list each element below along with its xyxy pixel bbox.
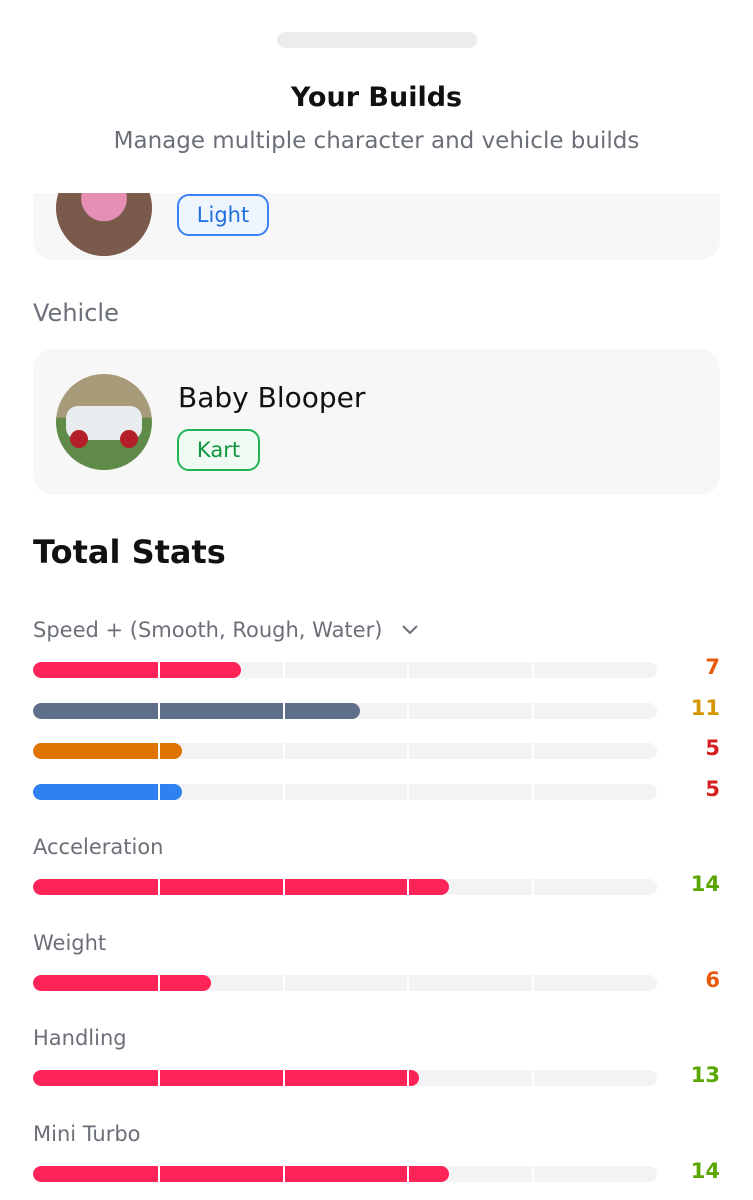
segment-divider [282, 743, 285, 759]
segment-divider [157, 974, 160, 991]
segment-divider [407, 743, 410, 759]
segment-divider [532, 702, 535, 719]
bar [33, 702, 360, 719]
stat-value: 13 [690, 1063, 720, 1087]
stats-title: Total Stats [33, 533, 226, 571]
bar [33, 974, 212, 991]
segment-divider [157, 662, 160, 678]
stat-label: Handling [33, 1026, 127, 1050]
segment-divider [157, 879, 160, 895]
stat-value: 5 [705, 736, 720, 760]
bar [33, 743, 182, 759]
stat-label: Mini Turbo [33, 1121, 141, 1146]
bar-track [33, 1165, 657, 1182]
bar-track [33, 783, 657, 800]
bar [33, 662, 241, 678]
segment-divider [532, 974, 535, 991]
bar-track [33, 974, 657, 991]
segment-divider [407, 662, 410, 678]
stat-value: 11 [690, 695, 720, 720]
class-tag: Kart [177, 429, 260, 471]
segment-divider [532, 1070, 535, 1086]
segment-divider [157, 702, 160, 719]
segment-divider [407, 1070, 410, 1086]
segment-divider [407, 1165, 410, 1182]
vehicle-card[interactable]: Baby Blooper Kart [33, 349, 720, 495]
segment-divider [532, 662, 535, 678]
bar-track [33, 879, 657, 895]
stat-label: Acceleration [33, 835, 164, 859]
stat-value: 14 [690, 1158, 720, 1183]
bar [33, 1070, 420, 1086]
segment-divider [407, 879, 410, 895]
segment-divider [282, 702, 285, 719]
stat-value: 7 [705, 655, 720, 679]
vehicle-name: Baby Blooper [178, 381, 366, 414]
bar [33, 1165, 449, 1182]
bar-track [33, 1070, 657, 1086]
title: Your Builds [290, 82, 463, 113]
segment-divider [532, 743, 535, 759]
stat-value: 6 [705, 967, 720, 992]
segment-divider [157, 1070, 160, 1086]
subtitle: Manage multiple character and vehicle bu… [113, 128, 640, 154]
bar-track [33, 662, 657, 678]
segment-divider [282, 974, 285, 991]
segment-divider [532, 1165, 535, 1182]
stat-label: Speed + (Smooth, Rough, Water) [33, 618, 420, 642]
header: Your Builds Manage multiple character an… [0, 0, 753, 193]
class-tag: Light [177, 194, 269, 236]
bar [33, 783, 182, 800]
wheel [120, 430, 138, 448]
segment-divider [282, 1070, 285, 1086]
stat-value: 14 [690, 872, 720, 896]
segment-divider [407, 702, 410, 719]
segment-divider [282, 1165, 285, 1182]
segment-divider [282, 783, 285, 800]
chevron[interactable] [400, 623, 420, 637]
vehicle-avatar [56, 374, 152, 470]
segment-divider [282, 879, 285, 895]
segment-divider [407, 974, 410, 991]
segment-divider [157, 1165, 160, 1182]
stat-label: Weight [33, 930, 107, 955]
drag-handle[interactable] [277, 32, 477, 48]
bar-track [33, 702, 657, 719]
section-label: Vehicle [33, 299, 119, 327]
segment-divider [532, 879, 535, 895]
segment-divider [532, 783, 535, 800]
segment-divider [157, 743, 160, 759]
segment-divider [157, 783, 160, 800]
stat-value: 5 [705, 776, 720, 801]
segment-divider [407, 783, 410, 800]
bar-track [33, 743, 657, 759]
wheel [70, 430, 88, 448]
bar [33, 879, 449, 895]
segment-divider [282, 662, 285, 678]
